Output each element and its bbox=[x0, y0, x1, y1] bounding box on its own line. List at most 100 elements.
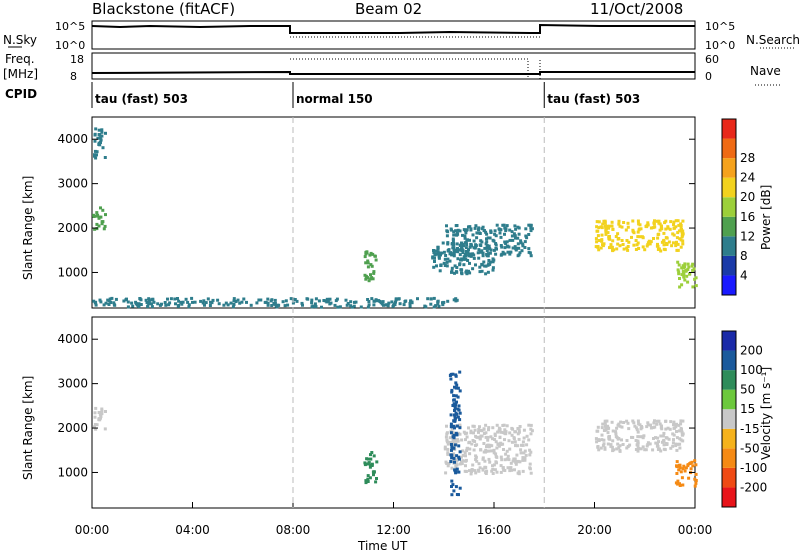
range-gate-cell bbox=[662, 239, 665, 243]
nave-tick-hi: 60 bbox=[705, 53, 719, 66]
range-gate-cell bbox=[151, 297, 155, 301]
range-gate-cell bbox=[614, 432, 618, 436]
range-gate-cell bbox=[632, 243, 636, 247]
range-gate-cell bbox=[525, 236, 529, 240]
range-gate-cell bbox=[167, 303, 171, 307]
range-gate-cell bbox=[179, 300, 183, 304]
range-gate-cell bbox=[683, 278, 687, 282]
range-gate-cell bbox=[455, 412, 459, 416]
colorbar-tick-label: -50 bbox=[740, 441, 760, 455]
range-gate-cell bbox=[463, 469, 467, 473]
cpid-row: tau (fast) 503 normal 150 tau (fast) 503 bbox=[91, 82, 640, 108]
colorbar-tick-label: 20 bbox=[740, 190, 755, 204]
range-gate-cell bbox=[600, 438, 604, 442]
range-gate-cell bbox=[508, 228, 512, 232]
range-gate-cell bbox=[617, 219, 621, 223]
range-gate-cell bbox=[382, 303, 385, 307]
range-gate-cell bbox=[306, 297, 310, 301]
range-gate-cell bbox=[495, 470, 499, 474]
range-gate-cell bbox=[450, 390, 454, 394]
range-gate-cell bbox=[606, 231, 610, 235]
range-gate-cell bbox=[694, 472, 698, 476]
range-gate-cell bbox=[432, 249, 435, 252]
range-gate-cell bbox=[98, 413, 102, 417]
range-gate-cell bbox=[627, 427, 631, 431]
range-gate-cell bbox=[618, 449, 622, 453]
range-gate-cell bbox=[160, 302, 163, 306]
range-gate-cell bbox=[457, 455, 461, 459]
range-gate-cell bbox=[465, 228, 469, 232]
range-gate-cell bbox=[375, 477, 378, 480]
range-gate-cell bbox=[516, 225, 520, 229]
range-gate-cell bbox=[455, 493, 459, 496]
range-gate-cell bbox=[472, 448, 476, 452]
range-gate-cell bbox=[622, 247, 626, 251]
range-gate-cell bbox=[524, 234, 528, 238]
range-gate-cell bbox=[204, 301, 208, 305]
range-gate-cell bbox=[451, 239, 455, 242]
range-gate-cell bbox=[661, 434, 665, 438]
range-gate-cell bbox=[373, 254, 377, 258]
range-gate-cell bbox=[95, 423, 99, 427]
range-gate-cell bbox=[477, 248, 481, 252]
range-gate-cell bbox=[364, 479, 368, 483]
range-gate-cell bbox=[488, 247, 492, 251]
range-gate-cell bbox=[113, 303, 117, 307]
range-gate-cell bbox=[451, 426, 454, 430]
range-gate-cell bbox=[505, 240, 509, 244]
range-gate-cell bbox=[181, 300, 185, 304]
range-gate-cell bbox=[453, 469, 457, 473]
colorbar-swatch bbox=[722, 197, 736, 217]
range-gate-cell bbox=[368, 465, 372, 469]
range-gate-cell bbox=[352, 304, 356, 308]
range-gate-cell bbox=[457, 457, 461, 461]
range-gate-cell bbox=[600, 433, 604, 437]
range-gate-cell bbox=[680, 273, 684, 277]
range-gate-cell bbox=[636, 430, 640, 434]
range-gate-cell bbox=[482, 260, 486, 264]
range-gate-cell bbox=[611, 248, 614, 252]
range-gate-cell bbox=[464, 250, 468, 253]
range-gate-cell bbox=[454, 381, 458, 385]
range-gate-cell bbox=[517, 232, 521, 236]
range-gate-cell bbox=[635, 443, 639, 447]
range-gate-cell bbox=[95, 227, 99, 231]
range-gate-cell bbox=[281, 300, 285, 304]
range-gate-cell bbox=[365, 457, 369, 461]
range-gate-cell bbox=[637, 228, 641, 232]
range-gate-cell bbox=[657, 221, 661, 225]
range-gate-cell bbox=[503, 232, 506, 236]
range-gate-cell bbox=[680, 235, 684, 239]
colorbar-tick-label: 12 bbox=[740, 229, 755, 243]
range-gate-cell bbox=[464, 464, 467, 468]
range-gate-cell bbox=[512, 437, 516, 441]
range-gate-cell bbox=[394, 300, 397, 304]
range-gate-cell bbox=[516, 427, 520, 430]
range-gate-cell bbox=[597, 439, 601, 442]
range-gate-cell bbox=[681, 467, 685, 471]
range-gate-cell bbox=[686, 262, 690, 266]
range-gate-cell bbox=[476, 231, 480, 235]
range-gate-cell bbox=[464, 240, 468, 244]
range-gate-cell bbox=[631, 219, 635, 223]
range-gate-cell bbox=[453, 443, 457, 447]
range-gate-cell bbox=[465, 435, 469, 439]
range-gate-cell bbox=[475, 443, 479, 447]
range-gate-cell bbox=[94, 214, 98, 218]
range-gate-cell bbox=[671, 444, 675, 448]
range-gate-cell bbox=[150, 302, 153, 306]
range-gate-cell bbox=[481, 457, 485, 461]
range-gate-cell bbox=[668, 427, 672, 431]
range-gate-cell bbox=[122, 299, 126, 303]
range-gate-cell bbox=[112, 301, 116, 305]
range-gate-cell bbox=[618, 444, 622, 448]
range-gate-cell bbox=[443, 257, 447, 261]
range-gate-cell bbox=[217, 302, 221, 306]
range-gate-cell bbox=[463, 253, 467, 256]
range-gate-cell bbox=[474, 224, 478, 228]
range-gate-cell bbox=[644, 448, 648, 452]
range-gate-cell bbox=[370, 276, 374, 280]
range-gate-cell bbox=[669, 420, 673, 424]
range-gate-cell bbox=[493, 432, 497, 436]
range-gate-cell bbox=[333, 303, 337, 307]
